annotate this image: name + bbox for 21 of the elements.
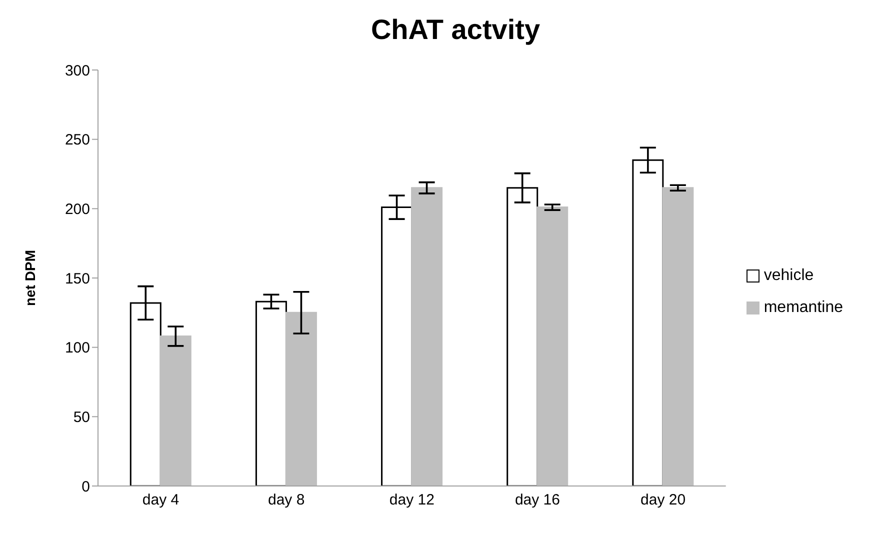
bar <box>285 312 317 486</box>
legend-label: vehicle <box>764 267 814 285</box>
x-tick-label: day 8 <box>268 492 305 509</box>
y-tick-label: 300 <box>64 62 90 80</box>
legend-label: memantine <box>764 299 843 317</box>
y-axis-title: net DPM <box>22 250 38 306</box>
bar <box>411 187 443 486</box>
y-tick-label: 0 <box>82 478 90 496</box>
x-tick-label: day 12 <box>389 492 434 509</box>
bar <box>662 187 694 486</box>
bar <box>536 206 568 486</box>
y-tick-label: 100 <box>64 340 90 357</box>
x-tick-label: day 4 <box>142 492 180 509</box>
y-tick-label: 250 <box>64 132 90 149</box>
y-tick-label: 200 <box>64 200 90 218</box>
y-tick-label: 150 <box>64 270 90 288</box>
x-tick-label: day 20 <box>640 492 686 509</box>
x-tick-label: day 16 <box>514 492 560 509</box>
chart-title: ChAT actvity <box>370 13 542 47</box>
y-tick-label: 50 <box>73 408 90 426</box>
bar <box>160 335 192 486</box>
